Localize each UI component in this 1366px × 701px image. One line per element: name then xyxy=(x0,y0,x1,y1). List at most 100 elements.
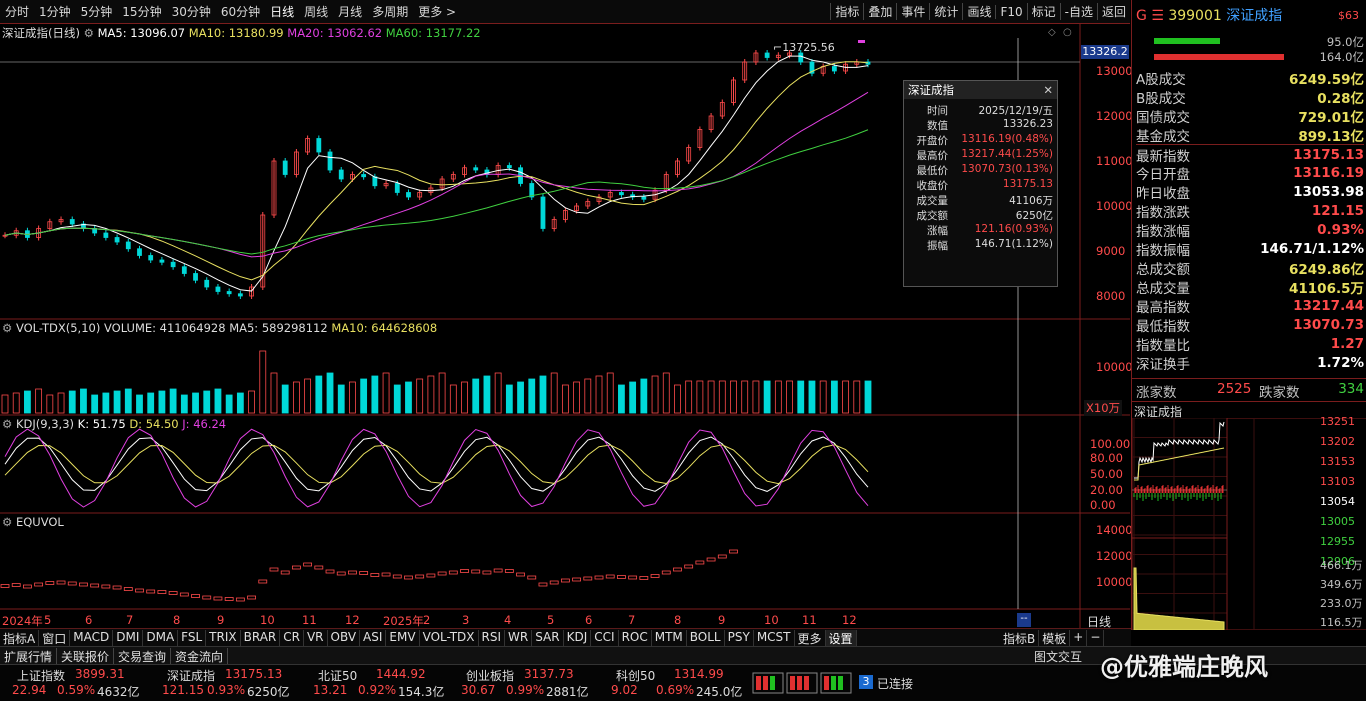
indicator-tab[interactable]: SAR xyxy=(532,629,564,647)
toolbar-action[interactable]: 统计 xyxy=(929,3,962,20)
period-tab[interactable]: 1分钟 xyxy=(39,5,71,19)
settings-icon[interactable]: ⚙ xyxy=(2,417,13,431)
period-tab[interactable]: 30分钟 xyxy=(171,5,211,19)
ma60-value: MA60: 13177.22 xyxy=(385,26,481,40)
tooltip-key: 涨幅 xyxy=(927,225,948,237)
indicator-tab[interactable]: MTM xyxy=(652,629,687,647)
status-index-name[interactable]: 创业板指 xyxy=(466,669,515,683)
indicator-tab[interactable]: 指标A xyxy=(0,629,40,647)
tooltip-key: 最高价 xyxy=(916,150,949,162)
indicator-tab[interactable]: OBV xyxy=(328,629,361,647)
status-index-price: 13175.13 xyxy=(225,667,283,681)
chart-canvas[interactable] xyxy=(0,23,1130,630)
quote-row: 今日开盘 13116.19 xyxy=(1136,163,1364,183)
quote-row: 总成交额 6249.86亿 xyxy=(1136,258,1364,278)
settings-icon[interactable]: ⚙ xyxy=(2,515,13,529)
ma20-value: MA20: 13062.62 xyxy=(287,26,383,40)
indicator-right-tab[interactable]: + xyxy=(1070,629,1088,647)
status-bar: 上证指数 3899.31 22.94 0.59% 4632亿 深证成指 13175.13 12… xyxy=(0,653,1366,701)
x-tick-label: 11 xyxy=(302,613,317,627)
toolbar-action[interactable]: 指标 xyxy=(830,3,863,20)
close-icon[interactable]: ✕ xyxy=(1043,83,1053,97)
kdj-pane-legend: ⚙ KDJ(9,3,3) K: 51.75 D: 54.50 J: 46.24 xyxy=(2,417,226,431)
status-index-name[interactable]: 上证指数 xyxy=(17,669,66,683)
indicator-tab[interactable]: PSY xyxy=(725,629,754,647)
toolbar-action[interactable]: 事件 xyxy=(896,3,929,20)
menu-icon[interactable]: ☰ xyxy=(1151,8,1164,24)
bottom-tab[interactable]: 扩展行情 xyxy=(0,647,58,665)
vol-ma10: MA10: 644628608 xyxy=(331,321,438,335)
period-tab[interactable]: 月线 xyxy=(338,5,363,19)
indicator-tab[interactable]: DMI xyxy=(113,629,144,647)
tooltip-key: 成交量 xyxy=(916,195,949,207)
period-tab[interactable]: 60分钟 xyxy=(220,5,261,19)
quote-value: 0.28亿 xyxy=(1317,90,1364,107)
bottom-tab[interactable]: 关联报价 xyxy=(57,647,115,665)
quote-row: 昨日收盘 13053.98 xyxy=(1136,182,1364,202)
indicator-tab[interactable]: CR xyxy=(280,629,304,647)
bottom-tab[interactable]: 资金流向 xyxy=(171,647,229,665)
indicator-tab[interactable]: BRAR xyxy=(241,629,281,647)
settings-icon[interactable]: ⚙ xyxy=(83,26,94,40)
status-index-price: 3137.73 xyxy=(524,667,574,681)
status-index-name[interactable]: 科创50 xyxy=(616,669,656,683)
indicator-tab[interactable]: TRIX xyxy=(206,629,241,647)
status-index-pct: 0.59% xyxy=(57,683,96,697)
status-index-name[interactable]: 深证成指 xyxy=(167,669,216,683)
signal-bars-icon xyxy=(752,672,852,699)
tooltip-key: 振幅 xyxy=(927,240,948,252)
indicator-tab[interactable]: FSL xyxy=(178,629,207,647)
quote-row: 最低指数 13070.73 xyxy=(1136,315,1364,335)
indicator-tab[interactable]: ASI xyxy=(360,629,387,647)
indicator-right-tab[interactable]: 模板 xyxy=(1039,629,1071,647)
period-tab[interactable]: 15分钟 xyxy=(122,5,162,19)
mini-intraday-chart[interactable] xyxy=(1132,418,1366,630)
period-tab[interactable]: 更多 > xyxy=(418,5,457,19)
settings-icon[interactable]: ⚙ xyxy=(2,321,13,335)
x-tick-label: 9 xyxy=(217,613,225,627)
quote-row: 总成交量 41106.5万 xyxy=(1136,277,1364,297)
toolbar-action[interactable]: -自选 xyxy=(1059,3,1097,20)
flag-icon: G xyxy=(1136,8,1147,24)
x-tick-label: 5 xyxy=(44,613,52,627)
indicator-tab[interactable]: MCST xyxy=(754,629,795,647)
period-tab[interactable]: 多周期 xyxy=(372,5,409,19)
graphic-interaction-tab[interactable]: 图文交互 xyxy=(1034,650,1083,664)
toolbar-action[interactable]: F10 xyxy=(995,4,1026,19)
indicator-tab[interactable]: VR xyxy=(304,629,328,647)
chart-area[interactable]: 深证成指(日线) ⚙ MA5: 13096.07 MA10: 13180.99 … xyxy=(0,23,1133,630)
period-tab[interactable]: 周线 xyxy=(304,5,329,19)
toolbar-action[interactable]: 叠加 xyxy=(863,3,896,20)
bar-red xyxy=(1154,54,1284,60)
toolbar-action[interactable]: 返回 xyxy=(1096,3,1130,20)
indicator-tab[interactable]: KDJ xyxy=(564,629,592,647)
indicator-tab[interactable]: CCI xyxy=(591,629,619,647)
period-tag[interactable]: 日线 xyxy=(1087,615,1112,629)
status-index-pct: 0.69% xyxy=(656,683,695,697)
period-toolbar: 分时 1分钟 5分钟 15分钟 30分钟 60分钟 日线 周线 月线 多周期 更多 > 指标 叠加 事件… xyxy=(0,0,1130,24)
indicator-right-tab[interactable]: − xyxy=(1087,629,1105,647)
indicator-tab[interactable]: BOLL xyxy=(687,629,725,647)
period-tab[interactable]: 分时 xyxy=(5,5,30,19)
period-tab[interactable]: 日线 xyxy=(270,5,295,19)
status-index-name[interactable]: 北证50 xyxy=(318,669,358,683)
tooltip-value: 13070.73(0.13%) xyxy=(961,163,1053,175)
indicator-tab[interactable]: RSI xyxy=(479,629,506,647)
indicator-tab[interactable]: EMV xyxy=(386,629,420,647)
circle-icon[interactable]: ○ xyxy=(1063,27,1072,38)
diamond-icon[interactable]: ◇ xyxy=(1048,27,1056,38)
indicator-tab[interactable]: 窗口 xyxy=(39,629,71,647)
indicator-tab[interactable]: DMA xyxy=(143,629,179,647)
connection-status[interactable]: 已连接 xyxy=(877,677,914,691)
indicator-tab[interactable]: ROC xyxy=(619,629,652,647)
indicator-right-tab[interactable]: 指标B xyxy=(1000,629,1040,647)
period-tab[interactable]: 5分钟 xyxy=(80,5,113,19)
indicator-tab[interactable]: 设置 xyxy=(825,629,857,647)
toolbar-action[interactable]: 画线 xyxy=(962,3,995,20)
indicator-tab[interactable]: WR xyxy=(505,629,533,647)
indicator-tab[interactable]: MACD xyxy=(70,629,114,647)
indicator-tab[interactable]: 更多 xyxy=(795,629,826,647)
indicator-tab[interactable]: VOL-TDX xyxy=(420,629,479,647)
toolbar-action[interactable]: 标记 xyxy=(1026,3,1060,20)
bottom-tab[interactable]: 交易查询 xyxy=(114,647,172,665)
